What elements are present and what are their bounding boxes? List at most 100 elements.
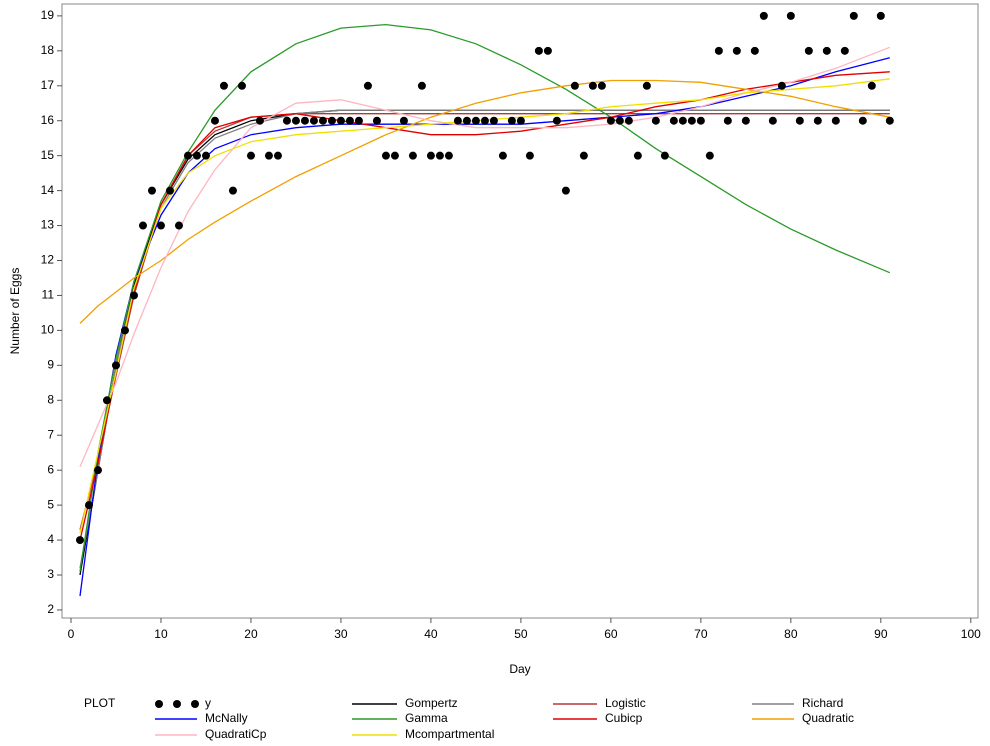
data-point xyxy=(822,46,831,55)
y-tick-label: 9 xyxy=(47,358,54,372)
data-point xyxy=(291,116,300,125)
data-point xyxy=(489,116,498,125)
x-tick-label: 70 xyxy=(694,627,708,641)
data-point xyxy=(696,116,705,125)
data-point xyxy=(876,11,885,20)
x-tick-label: 90 xyxy=(874,627,888,641)
data-point xyxy=(831,116,840,125)
data-point xyxy=(282,116,291,125)
legend-title: PLOT xyxy=(84,696,116,710)
y-tick-label: 10 xyxy=(41,323,55,337)
data-point xyxy=(390,151,399,160)
data-point xyxy=(723,116,732,125)
data-point xyxy=(570,81,579,90)
data-point xyxy=(246,151,255,160)
data-point xyxy=(759,11,768,20)
data-point xyxy=(741,116,750,125)
data-point xyxy=(588,81,597,90)
data-point xyxy=(327,116,336,125)
data-point xyxy=(417,81,426,90)
legend-label: Logistic xyxy=(605,696,646,710)
y-tick-label: 8 xyxy=(47,392,54,406)
legend-label: y xyxy=(205,696,211,710)
data-point xyxy=(75,536,84,545)
x-tick-label: 50 xyxy=(514,627,528,641)
data-point xyxy=(165,186,174,195)
x-tick-label: 10 xyxy=(154,627,168,641)
data-point xyxy=(507,116,516,125)
data-point xyxy=(615,116,624,125)
data-point xyxy=(273,151,282,160)
data-point xyxy=(84,501,93,510)
data-point xyxy=(318,116,327,125)
x-axis-label: Day xyxy=(509,662,530,676)
data-point xyxy=(192,151,201,160)
legend-label: McNally xyxy=(205,711,248,725)
data-point xyxy=(849,11,858,20)
data-point xyxy=(372,116,381,125)
data-point xyxy=(210,116,219,125)
data-point xyxy=(786,11,795,20)
data-point xyxy=(255,116,264,125)
data-point xyxy=(795,116,804,125)
data-point xyxy=(219,81,228,90)
x-tick-label: 30 xyxy=(334,627,348,641)
data-point xyxy=(678,116,687,125)
data-point xyxy=(471,116,480,125)
data-point xyxy=(705,151,714,160)
data-point xyxy=(129,291,138,300)
data-point xyxy=(138,221,147,230)
x-tick-label: 100 xyxy=(961,627,981,641)
y-tick-label: 12 xyxy=(41,253,55,267)
legend-label: Richard xyxy=(802,696,843,710)
data-point xyxy=(426,151,435,160)
data-point xyxy=(363,81,372,90)
data-point xyxy=(111,361,120,370)
data-point xyxy=(228,186,237,195)
y-tick-label: 19 xyxy=(41,8,55,22)
data-point xyxy=(813,116,822,125)
legend-symbol xyxy=(191,700,199,708)
data-point xyxy=(777,81,786,90)
data-point xyxy=(597,81,606,90)
legend-symbol xyxy=(155,700,163,708)
x-tick-label: 80 xyxy=(784,627,798,641)
x-tick-label: 0 xyxy=(68,627,75,641)
data-point xyxy=(264,151,273,160)
x-tick-label: 60 xyxy=(604,627,618,641)
data-point xyxy=(732,46,741,55)
data-point xyxy=(309,116,318,125)
data-point xyxy=(516,116,525,125)
data-point xyxy=(804,46,813,55)
fit-line xyxy=(79,109,890,576)
data-point xyxy=(669,116,678,125)
data-point xyxy=(345,116,354,125)
fit-line xyxy=(79,46,891,467)
fit-line xyxy=(79,78,890,534)
y-tick-label: 5 xyxy=(47,497,54,511)
data-point xyxy=(687,116,696,125)
fit-line xyxy=(79,113,890,530)
data-point xyxy=(435,151,444,160)
legend-label: Gompertz xyxy=(405,696,458,710)
y-tick-label: 13 xyxy=(41,218,55,232)
legend-label: Mcompartmental xyxy=(405,727,494,741)
data-point xyxy=(552,116,561,125)
data-point xyxy=(174,221,183,230)
data-point xyxy=(156,221,165,230)
y-tick-label: 15 xyxy=(41,148,55,162)
data-point xyxy=(624,116,633,125)
data-point xyxy=(642,81,651,90)
data-point xyxy=(453,116,462,125)
y-tick-label: 11 xyxy=(42,288,55,302)
y-tick-label: 3 xyxy=(47,567,54,581)
y-tick-label: 2 xyxy=(47,602,54,616)
data-point xyxy=(480,116,489,125)
data-point xyxy=(867,81,876,90)
legend-label: Cubicp xyxy=(605,711,643,725)
data-point xyxy=(714,46,723,55)
data-point xyxy=(840,46,849,55)
data-point xyxy=(606,116,615,125)
fit-line xyxy=(79,71,890,541)
